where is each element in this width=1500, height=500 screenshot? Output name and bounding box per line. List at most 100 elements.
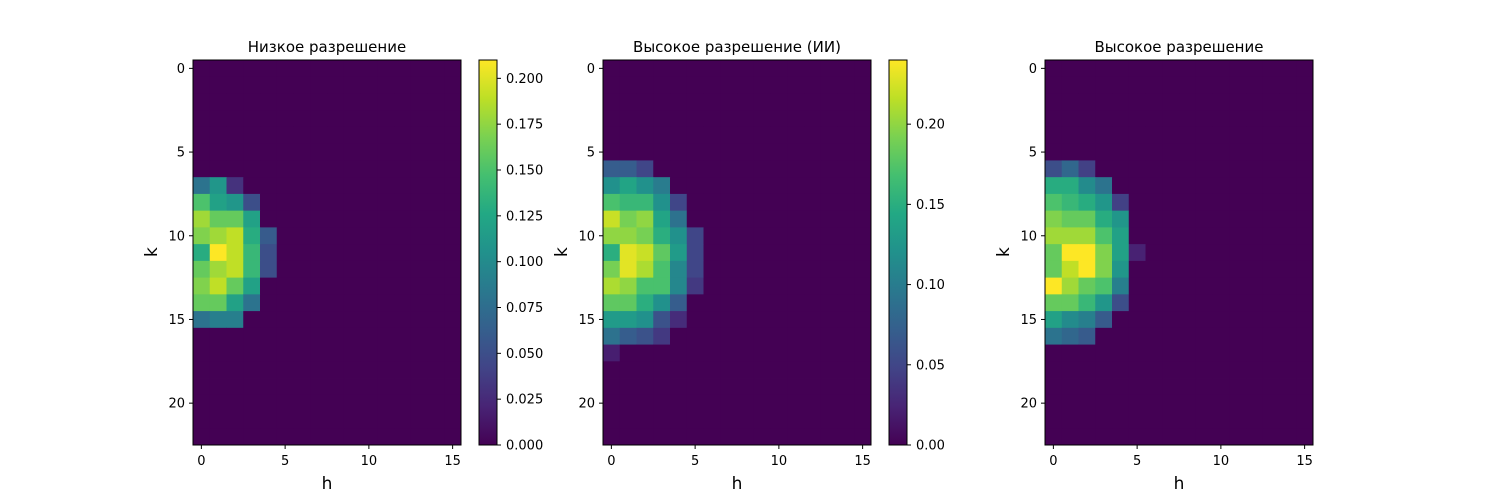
heatmap-cell <box>686 177 704 195</box>
heatmap-cell <box>1195 260 1213 279</box>
heatmap-cell <box>343 110 361 128</box>
heatmap-cell <box>820 60 838 78</box>
heatmap-cell <box>444 411 462 429</box>
heatmap-cell <box>293 327 311 345</box>
heatmap-cell <box>343 294 361 312</box>
heatmap-cell <box>260 394 278 412</box>
x-tick-label: 5 <box>1133 454 1141 469</box>
heatmap-cell <box>1162 294 1180 312</box>
heatmap-cell <box>1045 244 1063 262</box>
heatmap-cell <box>820 210 838 228</box>
heatmap-cell <box>1095 76 1113 94</box>
heatmap-cell <box>653 378 671 396</box>
heatmap-cell <box>636 210 654 228</box>
heatmap-cell <box>636 311 654 329</box>
heatmap-cell <box>1212 244 1230 262</box>
heatmap-cell <box>1296 394 1314 412</box>
heatmap-cell <box>753 193 771 212</box>
heatmap-cell <box>1162 210 1180 228</box>
heatmap-cell <box>1212 428 1230 446</box>
heatmap-cell <box>193 344 211 362</box>
heatmap-cell <box>293 110 311 128</box>
heatmap-cell <box>444 277 462 295</box>
heatmap-cell <box>444 294 462 312</box>
heatmap-cell <box>703 143 721 161</box>
heatmap-cell <box>1095 126 1113 145</box>
heatmap-cell <box>653 76 671 94</box>
heatmap-cell <box>603 60 621 78</box>
heatmap-cell <box>1246 76 1264 94</box>
heatmap-cell <box>770 193 788 212</box>
heatmap-cell <box>293 378 311 396</box>
heatmap-cell <box>703 110 721 128</box>
heatmap-cell <box>770 327 788 345</box>
heatmap-cell <box>737 76 755 94</box>
heatmap-cell <box>603 177 621 195</box>
heatmap-cell <box>394 93 412 111</box>
heatmap-cell <box>226 394 244 412</box>
heatmap-cell <box>377 160 395 178</box>
heatmap-cell <box>1145 93 1163 111</box>
heatmap-cell <box>603 378 621 396</box>
heatmap-cell <box>310 260 328 279</box>
heatmap-cell <box>276 193 294 212</box>
heatmap-cell <box>753 294 771 312</box>
heatmap-cell <box>427 93 445 111</box>
heatmap-cell <box>394 110 412 128</box>
heatmap-cell <box>360 260 378 279</box>
heatmap-cell <box>603 311 621 329</box>
heatmap-cell <box>1262 210 1280 228</box>
heatmap-cell <box>377 93 395 111</box>
heatmap-cell <box>394 428 412 446</box>
heatmap-cell <box>653 126 671 145</box>
heatmap-cell <box>276 311 294 329</box>
heatmap-cell <box>410 361 428 379</box>
heatmap-cell <box>686 311 704 329</box>
heatmap-cell <box>193 378 211 396</box>
heatmap-cell <box>1061 193 1079 212</box>
heatmap-cell <box>1128 327 1146 345</box>
heatmap-cell <box>260 76 278 94</box>
heatmap-cell <box>837 394 855 412</box>
heatmap-cell <box>209 193 227 212</box>
heatmap-cell <box>1246 143 1264 161</box>
heatmap-cell <box>293 361 311 379</box>
heatmap-cell <box>1195 327 1213 345</box>
heatmap-cell <box>444 311 462 329</box>
heatmap-cell <box>243 361 261 379</box>
heatmap-cell <box>226 260 244 279</box>
heatmap-cell <box>1045 378 1063 396</box>
heatmap-cell <box>1246 411 1264 429</box>
heatmap-cell <box>410 327 428 345</box>
heatmap-cell <box>1145 60 1163 78</box>
heatmap-cell <box>1078 260 1096 279</box>
heatmap-cell <box>327 378 345 396</box>
heatmap-cell <box>1229 294 1247 312</box>
heatmap-cell <box>410 76 428 94</box>
heatmap-cell <box>327 143 345 161</box>
heatmap-cell <box>1078 76 1096 94</box>
heatmap-cell <box>310 344 328 362</box>
heatmap-cell <box>394 361 412 379</box>
heatmap-cell <box>837 277 855 295</box>
heatmap-cell <box>636 277 654 295</box>
heatmap-cell <box>327 394 345 412</box>
heatmap-cell <box>1179 244 1197 262</box>
heatmap-cell <box>427 260 445 279</box>
heatmap-cell <box>410 93 428 111</box>
heatmap-cell <box>343 277 361 295</box>
heatmap-cell <box>1145 76 1163 94</box>
heatmap-cell <box>603 227 621 245</box>
heatmap-cell <box>653 193 671 212</box>
heatmap-cell <box>619 260 637 279</box>
heatmap-cell <box>737 361 755 379</box>
heatmap-cell <box>343 411 361 429</box>
heatmap-cell <box>276 126 294 145</box>
heatmap-cell <box>209 344 227 362</box>
heatmap-cell <box>670 160 688 178</box>
heatmap-cell <box>753 344 771 362</box>
heatmap-cell <box>670 93 688 111</box>
heatmap-cell <box>686 160 704 178</box>
heatmap-cell <box>1162 311 1180 329</box>
heatmap-cell <box>636 93 654 111</box>
